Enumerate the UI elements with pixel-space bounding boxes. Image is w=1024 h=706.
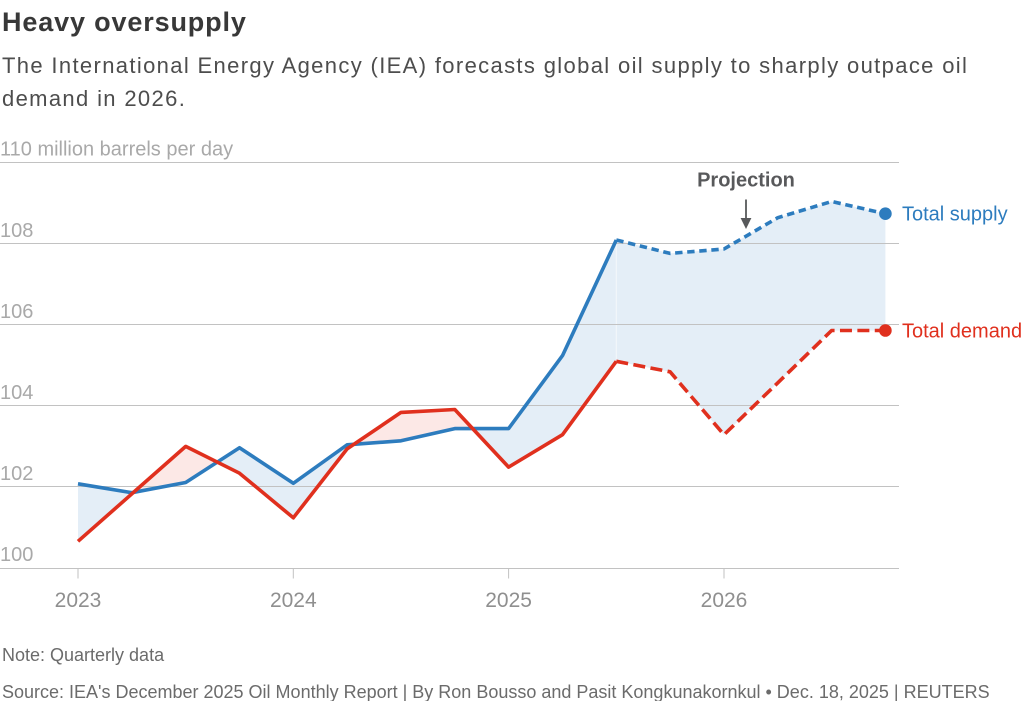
svg-text:102: 102 xyxy=(0,463,33,485)
svg-text:110 million barrels per day: 110 million barrels per day xyxy=(0,139,233,161)
svg-text:Heavy oversupply: Heavy oversupply xyxy=(2,7,247,37)
svg-text:The International Energy Agenc: The International Energy Agency (IEA) fo… xyxy=(2,53,968,78)
svg-text:108: 108 xyxy=(0,220,33,242)
svg-text:104: 104 xyxy=(0,382,33,404)
svg-text:2023: 2023 xyxy=(55,589,102,612)
svg-text:100: 100 xyxy=(0,544,33,566)
svg-text:2026: 2026 xyxy=(701,589,748,612)
svg-text:106: 106 xyxy=(0,301,33,323)
svg-text:Projection: Projection xyxy=(697,170,795,192)
svg-text:2025: 2025 xyxy=(485,589,532,612)
svg-text:Total demand: Total demand xyxy=(902,321,1022,343)
svg-text:2024: 2024 xyxy=(270,589,317,612)
svg-text:Total supply: Total supply xyxy=(902,204,1008,226)
svg-text:Source: IEA's December 2025 Oi: Source: IEA's December 2025 Oil Monthly … xyxy=(2,682,990,701)
svg-text:Note: Quarterly data: Note: Quarterly data xyxy=(2,645,165,665)
svg-text:demand in 2026.: demand in 2026. xyxy=(2,86,186,111)
